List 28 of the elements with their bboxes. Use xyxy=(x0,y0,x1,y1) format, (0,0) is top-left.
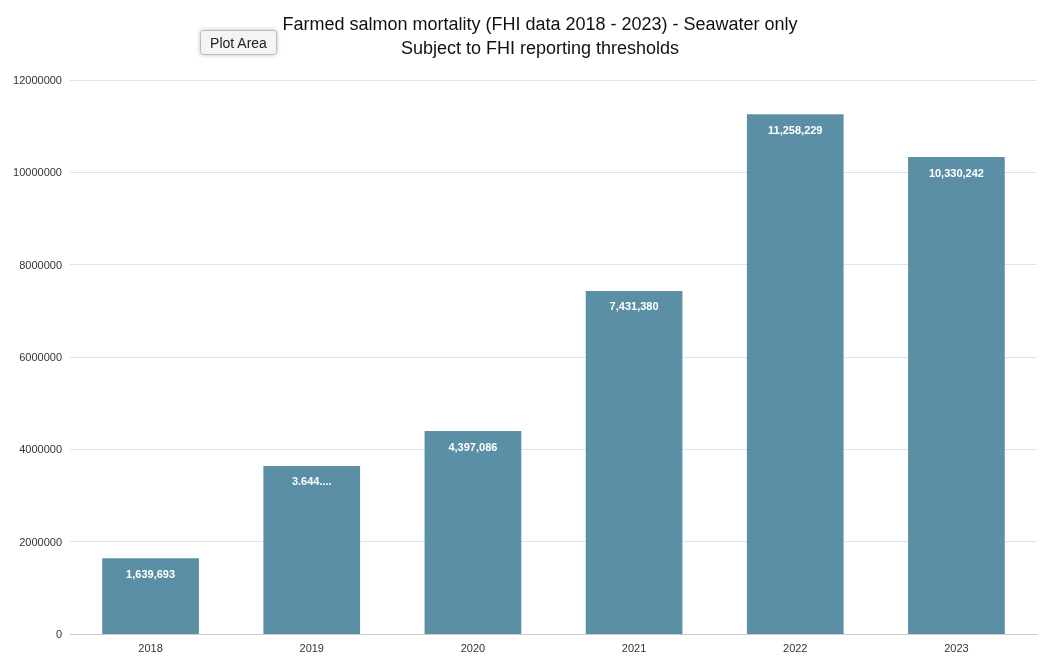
bar xyxy=(908,157,1005,634)
y-tick-label: 8000000 xyxy=(19,258,62,271)
data-label: 10,330,242 xyxy=(928,166,984,179)
bar xyxy=(102,558,199,634)
data-label: 1,639,693 xyxy=(126,567,176,580)
bar xyxy=(585,290,683,634)
x-tick-label: 2020 xyxy=(460,641,486,654)
data-label: 4,397,086 xyxy=(448,440,498,453)
y-tick-label: 0 xyxy=(55,628,62,640)
x-tick-label: 2021 xyxy=(621,641,647,654)
data-label: 3.644.... xyxy=(291,475,332,488)
text: Plot Area xyxy=(210,34,268,51)
chart-subtitle: Subject to FHI reporting thresholds xyxy=(400,38,680,58)
y-tick-label: 2000000 xyxy=(19,535,62,548)
x-tick-label: 2018 xyxy=(138,641,163,654)
y-tick-label: 10000000 xyxy=(13,166,62,179)
bar xyxy=(746,114,844,634)
x-tick-label: 2019 xyxy=(299,641,324,654)
x-tick-label: 2023 xyxy=(944,641,969,654)
chart-title: Farmed salmon mortality (FHI data 2018 - 2023) - Seawater only xyxy=(282,14,798,34)
x-tick-label: 2022 xyxy=(783,641,808,654)
data-label: 7,431,380 xyxy=(609,300,659,313)
data-label: 11,258,229 xyxy=(768,123,823,136)
bar xyxy=(263,465,361,634)
bar xyxy=(424,431,522,634)
y-tick-label: 6000000 xyxy=(19,351,62,363)
y-tick-label: 12000000 xyxy=(13,74,62,86)
y-tick-label: 4000000 xyxy=(19,443,62,456)
